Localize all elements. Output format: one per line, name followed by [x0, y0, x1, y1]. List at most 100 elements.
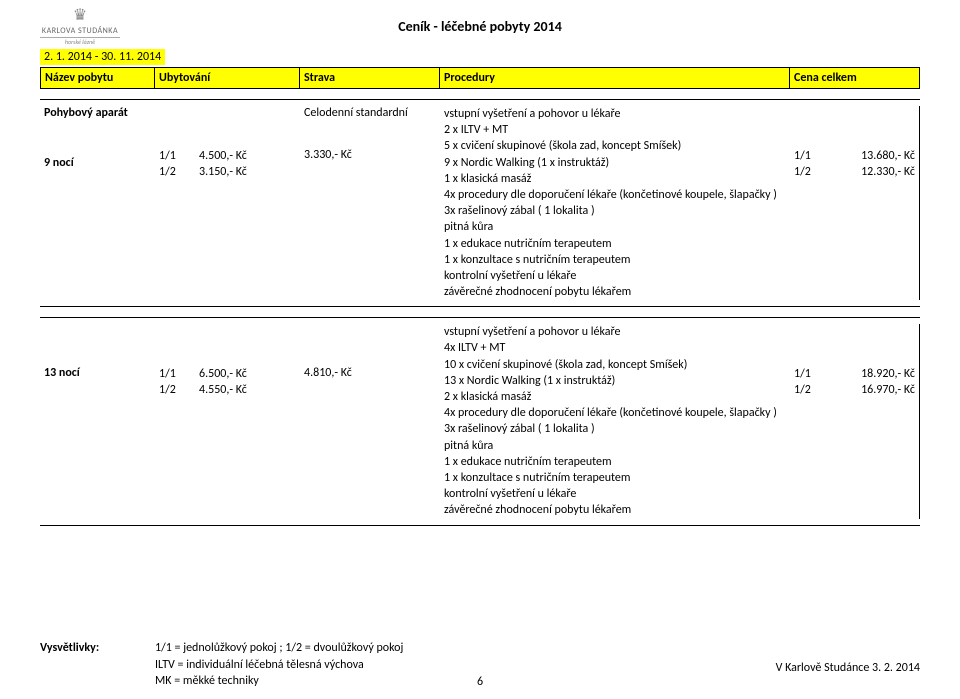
price-value: 16.970,- Kč: [834, 382, 915, 398]
proc-line: závěrečné zhodnocení pobytu lékařem: [444, 284, 786, 300]
block1-strava-type: Celodenní standardní: [304, 106, 436, 120]
proc-line: 1 x klasická masáž: [444, 171, 786, 187]
price-value: 13.680,- Kč: [834, 148, 915, 164]
block1-strava-col: Celodenní standardní 3.330,- Kč: [300, 106, 440, 300]
block2-proc-col: vstupní vyšetření a pohovor u lékaře 4x …: [440, 324, 790, 518]
footer-line1: 1/1 = jednolůžkový pokoj ; 1/2 = dvoulůž…: [155, 640, 920, 656]
date-range: 2. 1. 2014 - 30. 11. 2014: [40, 49, 165, 65]
ubyt-value: 3.150,- Kč: [199, 164, 296, 180]
footer-location-date: V Karlově Studánce 3. 2. 2014: [776, 661, 920, 675]
header-proc: Procedury: [440, 68, 790, 88]
spacer: [159, 324, 296, 338]
ubyt-value: 4.550,- Kč: [199, 382, 296, 398]
spacer: [794, 120, 915, 134]
proc-line: vstupní vyšetření a pohovor u lékaře: [444, 106, 786, 122]
block2-price-col: 1/1 18.920,- Kč 1/2 16.970,- Kč: [790, 324, 920, 518]
header-price: Cena celkem: [790, 68, 920, 88]
spacer: [794, 352, 915, 366]
ubyt-label: 1/1: [159, 148, 199, 164]
block1-proc-col: vstupní vyšetření a pohovor u lékaře 2 x…: [440, 106, 790, 300]
spacer: [44, 352, 151, 366]
price-value: 18.920,- Kč: [834, 366, 915, 382]
spacer: [304, 324, 436, 338]
block2-ubyt-row-1: 1/2 4.550,- Kč: [159, 382, 296, 398]
proc-line: 2 x ILTV + MT: [444, 122, 786, 138]
price-label: 1/2: [794, 382, 834, 398]
block1-package-name: Pohybový aparát: [44, 106, 151, 120]
spacer: [44, 324, 151, 338]
proc-line: 4x procedury dle doporučení lékaře (konč…: [444, 187, 786, 203]
block1-price-row-1: 1/2 12.330,- Kč: [794, 164, 915, 180]
block2-strava-col: 4.810,- Kč: [300, 324, 440, 518]
block1-ubyt-row-1: 1/2 3.150,- Kč: [159, 164, 296, 180]
block1-ubyt-col: 1/1 4.500,- Kč 1/2 3.150,- Kč: [155, 106, 300, 300]
proc-line: 4x ILTV + MT: [444, 340, 786, 356]
ubyt-value: 4.500,- Kč: [199, 148, 296, 164]
proc-line: pitná kůra: [444, 438, 786, 454]
ubyt-value: 6.500,- Kč: [199, 366, 296, 382]
spacer: [44, 338, 151, 352]
block1-nights: 9 nocí: [44, 156, 151, 170]
proc-line: kontrolní vyšetření u lékaře: [444, 268, 786, 284]
page: ♛ KARLOVA STUDÁNKA horské lázně Ceník - …: [0, 0, 960, 699]
spacer: [159, 338, 296, 352]
proc-line: 3x rašelinový zábal ( 1 lokalita ): [444, 203, 786, 219]
page-number: 6: [477, 675, 483, 689]
footer-line3: MK = měkké techniky: [155, 673, 920, 689]
footer: Vysvětlivky: 1/1 = jednolůžkový pokoj ; …: [40, 640, 920, 689]
price-label: 1/1: [794, 148, 834, 164]
spacer: [304, 134, 436, 148]
pricing-block-1: Pohybový aparát 9 nocí 1/1 4.500,- Kč 1/…: [40, 99, 920, 307]
proc-line: závěrečné zhodnocení pobytu lékařem: [444, 502, 786, 518]
price-value: 12.330,- Kč: [834, 164, 915, 180]
block2-strava-price: 4.810,- Kč: [304, 366, 436, 380]
block1-ubyt-row-0: 1/1 4.500,- Kč: [159, 148, 296, 164]
spacer: [40, 307, 920, 317]
proc-line: 9 x Nordic Walking (1 x instruktáž): [444, 155, 786, 171]
spacer: [44, 128, 151, 142]
proc-line: 3x rašelinový zábal ( 1 lokalita ): [444, 421, 786, 437]
block2-price-row-0: 1/1 18.920,- Kč: [794, 366, 915, 382]
footer-row-1: Vysvětlivky: 1/1 = jednolůžkový pokoj ; …: [40, 640, 920, 656]
logo: ♛ KARLOVA STUDÁNKA horské lázně: [40, 8, 120, 46]
spacer: [44, 142, 151, 156]
proc-line: vstupní vyšetření a pohovor u lékaře: [444, 324, 786, 340]
ubyt-label: 1/2: [159, 382, 199, 398]
spacer: [794, 324, 915, 338]
footer-label: Vysvětlivky:: [40, 640, 155, 656]
spacer: [40, 673, 155, 689]
price-label: 1/2: [794, 164, 834, 180]
price-label: 1/1: [794, 366, 834, 382]
proc-line: pitná kůra: [444, 219, 786, 235]
spacer: [794, 338, 915, 352]
proc-line: 2 x klasická masáž: [444, 389, 786, 405]
block1-price-col: 1/1 13.680,- Kč 1/2 12.330,- Kč: [790, 106, 920, 300]
document-title: Ceník - léčebné pobyty 2014: [40, 18, 920, 35]
spacer: [794, 134, 915, 148]
proc-line: 4x procedury dle doporučení lékaře (konč…: [444, 405, 786, 421]
block1-price-row-0: 1/1 13.680,- Kč: [794, 148, 915, 164]
proc-line: 1 x edukace nutričním terapeutem: [444, 454, 786, 470]
pricing-block-2: 13 nocí 1/1 6.500,- Kč 1/2 4.550,- Kč 4.…: [40, 317, 920, 525]
proc-line: 1 x konzultace s nutričním terapeutem: [444, 252, 786, 268]
spacer: [159, 120, 296, 134]
ubyt-label: 1/1: [159, 366, 199, 382]
block2-price-row-1: 1/2 16.970,- Kč: [794, 382, 915, 398]
table-header: Název pobytu Ubytování Strava Procedury …: [40, 67, 920, 89]
block2-name-col: 13 nocí: [40, 324, 155, 518]
header-strava: Strava: [300, 68, 440, 88]
proc-line: 1 x konzultace s nutričním terapeutem: [444, 470, 786, 486]
proc-line: 1 x edukace nutričním terapeutem: [444, 236, 786, 252]
spacer: [159, 134, 296, 148]
block2-nights: 13 nocí: [44, 366, 151, 380]
spacer: [304, 352, 436, 366]
logo-brand: KARLOVA STUDÁNKA: [40, 26, 120, 38]
proc-line: kontrolní vyšetření u lékaře: [444, 486, 786, 502]
spacer: [304, 120, 436, 134]
proc-line: 5 x cvičení skupinové (škola zad, koncep…: [444, 138, 786, 154]
spacer: [40, 89, 920, 99]
block1-strava-price: 3.330,- Kč: [304, 148, 436, 162]
spacer: [794, 106, 915, 120]
proc-line: 13 x Nordic Walking (1 x instruktáž): [444, 373, 786, 389]
logo-sub: horské lázně: [40, 38, 120, 46]
